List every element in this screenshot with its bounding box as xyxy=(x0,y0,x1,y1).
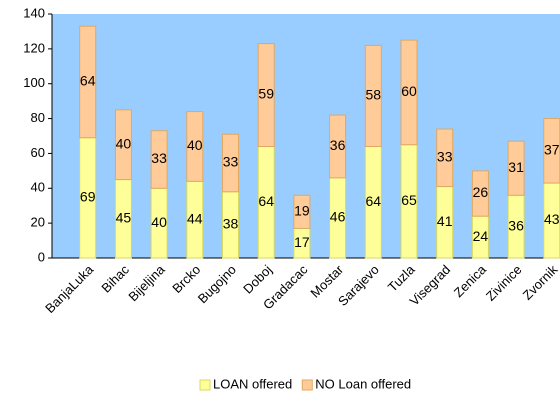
y-tick-label: 40 xyxy=(31,180,45,195)
data-label: 58 xyxy=(366,87,382,103)
data-label: 40 xyxy=(187,137,203,153)
y-tick-label: 120 xyxy=(23,40,45,55)
data-label: 43 xyxy=(544,211,560,227)
data-label: 19 xyxy=(294,203,310,219)
legend-label: LOAN offered xyxy=(213,376,292,391)
legend-swatch xyxy=(301,379,313,391)
data-label: 60 xyxy=(401,83,417,99)
data-label: 45 xyxy=(116,209,132,225)
data-label: 59 xyxy=(258,86,274,102)
x-tick-label: Zivinice xyxy=(483,262,525,304)
data-label: 69 xyxy=(80,189,96,205)
data-label: 36 xyxy=(330,137,346,153)
bar-segment xyxy=(400,39,418,146)
data-label: 24 xyxy=(473,228,489,244)
data-label: 65 xyxy=(401,192,417,208)
x-tick-label: BanjaLuka xyxy=(42,261,97,316)
data-label: 64 xyxy=(80,73,96,89)
legend-label: NO Loan offered xyxy=(315,376,411,391)
data-label: 33 xyxy=(151,150,167,166)
data-label: 33 xyxy=(437,148,453,164)
bar-segment xyxy=(471,170,489,217)
bar-segment xyxy=(114,109,132,181)
data-label: 37 xyxy=(544,142,560,158)
bar-segment xyxy=(436,128,454,188)
bar-segment xyxy=(293,194,311,229)
y-tick-label: 20 xyxy=(31,215,45,230)
x-tick-label: Bijeljina xyxy=(125,261,168,304)
data-label: 41 xyxy=(437,213,453,229)
bar-segment xyxy=(257,43,275,147)
x-tick-label: Bugojno xyxy=(195,262,239,306)
data-label: 33 xyxy=(223,154,239,170)
bar-segment xyxy=(150,130,168,189)
y-tick-label: 60 xyxy=(31,145,45,160)
legend-swatch xyxy=(199,379,211,391)
y-tick-label: 0 xyxy=(38,249,45,264)
data-label: 64 xyxy=(366,193,382,209)
data-label: 46 xyxy=(330,209,346,225)
y-tick-label: 140 xyxy=(23,5,45,20)
x-tick-label: Tuzla xyxy=(385,261,418,294)
data-label: 36 xyxy=(508,217,524,233)
data-label: 40 xyxy=(151,214,167,230)
x-tick-label: Zvornik xyxy=(520,262,560,303)
bar-segment xyxy=(186,111,204,182)
data-label: 17 xyxy=(294,234,310,250)
y-tick-label: 80 xyxy=(31,110,45,125)
data-label: 38 xyxy=(223,216,239,232)
bar-segment xyxy=(79,25,97,139)
bar-segment xyxy=(329,114,347,179)
y-tick-label: 100 xyxy=(23,75,45,90)
data-label: 40 xyxy=(116,135,132,151)
data-label: 31 xyxy=(508,159,524,175)
data-label: 44 xyxy=(187,210,203,226)
bar-segment xyxy=(364,44,382,147)
bar-segment xyxy=(222,133,239,193)
bar-segment xyxy=(507,140,525,196)
data-label: 64 xyxy=(258,193,274,209)
data-label: 26 xyxy=(473,184,489,200)
